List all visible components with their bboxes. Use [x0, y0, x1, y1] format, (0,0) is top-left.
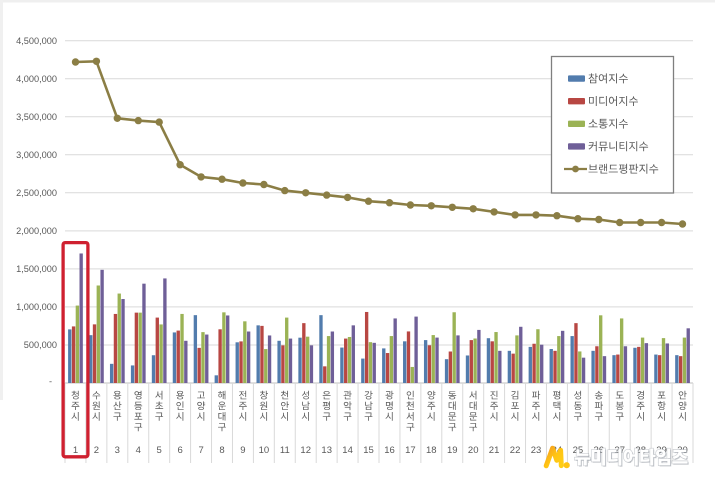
svg-text:1,000,000: 1,000,000 [16, 302, 57, 312]
svg-text:2,000,000: 2,000,000 [16, 226, 57, 236]
svg-text:14: 14 [342, 445, 353, 456]
svg-text:3: 3 [115, 445, 120, 456]
svg-text:4,500,000: 4,500,000 [16, 36, 57, 46]
svg-text:6: 6 [177, 445, 182, 456]
svg-text:11: 11 [280, 445, 290, 456]
svg-text:2,500,000: 2,500,000 [16, 188, 57, 198]
svg-text:4: 4 [136, 445, 141, 456]
svg-text:3,000,000: 3,000,000 [16, 150, 57, 160]
svg-text:-: - [49, 376, 52, 386]
svg-text:16: 16 [384, 445, 395, 456]
svg-text:21: 21 [489, 445, 500, 456]
svg-text:2: 2 [94, 445, 99, 456]
svg-text:4,000,000: 4,000,000 [16, 74, 57, 84]
svg-text:15: 15 [363, 445, 374, 456]
svg-text:23: 23 [531, 445, 542, 456]
svg-text:500,000: 500,000 [24, 340, 57, 350]
svg-text:13: 13 [321, 445, 332, 456]
svg-text:8: 8 [219, 445, 224, 456]
svg-text:1,500,000: 1,500,000 [16, 264, 57, 274]
svg-text:24: 24 [552, 445, 563, 456]
svg-text:12: 12 [300, 445, 311, 456]
svg-text:20: 20 [468, 445, 479, 456]
svg-text:22: 22 [510, 445, 521, 456]
svg-text:9: 9 [240, 445, 245, 456]
svg-text:1: 1 [73, 445, 78, 456]
svg-text:5: 5 [157, 445, 162, 456]
svg-text:10: 10 [259, 445, 270, 456]
svg-text:19: 19 [447, 445, 458, 456]
svg-text:7: 7 [198, 445, 203, 456]
svg-text:18: 18 [426, 445, 437, 456]
svg-text:3,500,000: 3,500,000 [16, 112, 57, 122]
svg-text:17: 17 [405, 445, 416, 456]
